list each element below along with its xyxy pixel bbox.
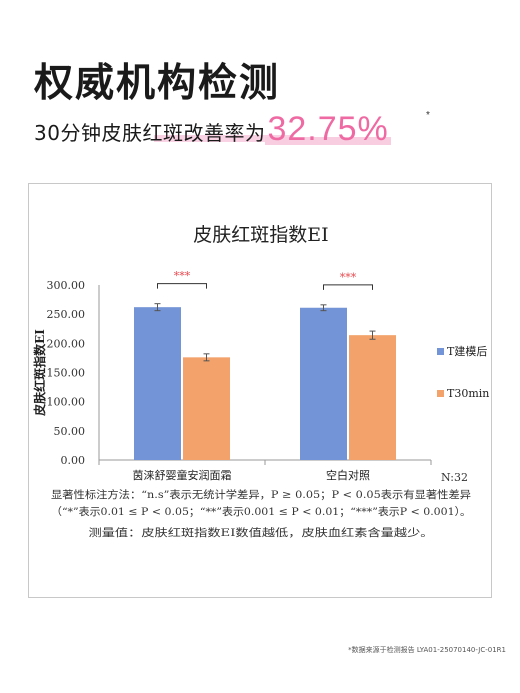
legend-swatch xyxy=(437,390,444,397)
chart-note: 显著性标注方法：“n.s”表示无统计学差异，P ≥ 0.05；P < 0.05表… xyxy=(51,488,471,501)
chart-note: （“*”表示0.01 ≤ P < 0.05；“**”表示0.001 ≤ P < … xyxy=(51,505,471,518)
chart-panel: 皮肤红斑指数EI 0.00 50.00 100.00 150.00 200.00 250.0… xyxy=(28,183,492,598)
subline-asterisk: * xyxy=(426,110,430,121)
y-tick-label: 250.00 xyxy=(47,308,86,321)
chart-title: 皮肤红斑指数EI xyxy=(193,224,328,246)
significance-bracket xyxy=(323,284,373,290)
significance-stars: *** xyxy=(174,270,191,283)
y-tick-label: 300.00 xyxy=(47,279,86,292)
bar-chart: 皮肤红斑指数EI 0.00 50.00 100.00 150.00 200.00 250.0… xyxy=(32,224,489,539)
legend-label: T30min xyxy=(447,387,489,400)
source-footnote: *数据来源于检测报告 LYA01-25070140-JC-01R1 xyxy=(348,646,506,654)
x-category-label: 空白对照 xyxy=(326,468,370,482)
y-tick-label: 100.00 xyxy=(47,396,86,409)
bar-t30min xyxy=(349,335,396,460)
bar-t-before xyxy=(134,307,181,460)
y-axis-label: 皮肤红斑指数EI xyxy=(32,329,47,417)
x-category-label: 茵涞舒婴童安润面霜 xyxy=(133,468,232,482)
significance-stars: *** xyxy=(340,271,357,284)
legend-swatch xyxy=(437,348,444,355)
bar-t-before xyxy=(300,307,347,460)
y-tick-label: 200.00 xyxy=(47,337,86,350)
subline: 30分钟皮肤红斑改善率为 32.75% xyxy=(34,110,392,149)
sample-size-note: N:32 xyxy=(441,471,468,484)
y-tick-label: 50.00 xyxy=(54,425,86,438)
legend-label: T建模后 xyxy=(447,344,487,358)
headline: 权威机构检测 xyxy=(34,61,281,106)
significance-bracket xyxy=(157,283,207,289)
chart-note: 测量值：皮肤红斑指数EI数值越低，皮肤血红素含量越少。 xyxy=(89,526,434,539)
subline-text: 30分钟皮肤红斑改善率为 xyxy=(34,121,266,145)
y-tick-label: 150.00 xyxy=(47,367,86,380)
improvement-value: 32.75% xyxy=(265,110,392,148)
bar-t30min xyxy=(183,357,230,460)
y-tick-label: 0.00 xyxy=(61,454,86,467)
